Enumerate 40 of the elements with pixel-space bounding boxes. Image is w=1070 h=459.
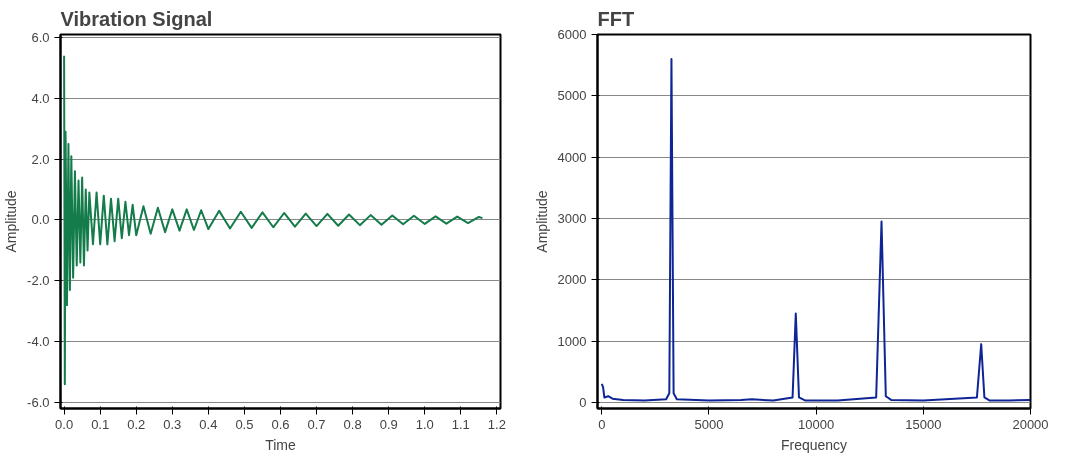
y-tick-label: -2.0 xyxy=(27,273,50,289)
line-series xyxy=(600,58,1031,402)
y-axis-title: Amplitude xyxy=(3,190,20,253)
x-tick-label: 1.2 xyxy=(487,416,506,432)
x-tick-label: 0.6 xyxy=(271,416,290,432)
x-tick-label: 1.0 xyxy=(415,416,434,432)
x-tick-label: 0.5 xyxy=(235,416,254,432)
y-tick-label: 6000 xyxy=(557,27,587,42)
x-axis-title: Time xyxy=(265,436,297,453)
y-tick-label: 4000 xyxy=(557,149,587,165)
y-tick-label: -6.0 xyxy=(27,394,50,410)
y-tick-label: 0.0 xyxy=(31,212,50,228)
y-tick-label: -4.0 xyxy=(27,334,50,350)
x-tick-label: 0.2 xyxy=(127,416,146,432)
x-tick-label: 15000 xyxy=(905,416,942,432)
x-tick-label: 0.7 xyxy=(307,416,326,432)
y-tick-label: 3000 xyxy=(557,210,587,226)
x-tick-label: 0.3 xyxy=(163,416,182,432)
x-tick-label: 0.9 xyxy=(379,416,398,432)
y-tick-label: 0 xyxy=(579,394,587,410)
x-axis-title: Frequency xyxy=(780,436,848,453)
x-tick-label: 0.1 xyxy=(91,416,110,432)
x-tick-label: 1.1 xyxy=(451,416,470,432)
y-tick-label: 4.0 xyxy=(31,90,50,106)
y-tick-label: 2.0 xyxy=(31,151,50,167)
x-tick-label: 0 xyxy=(598,416,606,432)
x-tick-label: 0.4 xyxy=(199,416,218,432)
x-tick-label: 10000 xyxy=(798,416,835,432)
line-series xyxy=(63,54,484,386)
x-tick-label: 20000 xyxy=(1012,416,1049,432)
x-tick-label: 5000 xyxy=(694,416,724,432)
chart-title: Vibration Signal xyxy=(60,7,213,30)
y-axis-title: Amplitude xyxy=(533,190,550,253)
y-tick-label: 1000 xyxy=(557,333,587,349)
y-tick-label: 5000 xyxy=(557,88,587,104)
x-tick-label: 0.0 xyxy=(55,416,74,432)
chart-title: FFT xyxy=(597,7,635,30)
y-tick-label: 2000 xyxy=(557,272,587,288)
x-tick-label: 0.8 xyxy=(343,416,362,432)
y-tick-label: 6.0 xyxy=(31,30,50,46)
